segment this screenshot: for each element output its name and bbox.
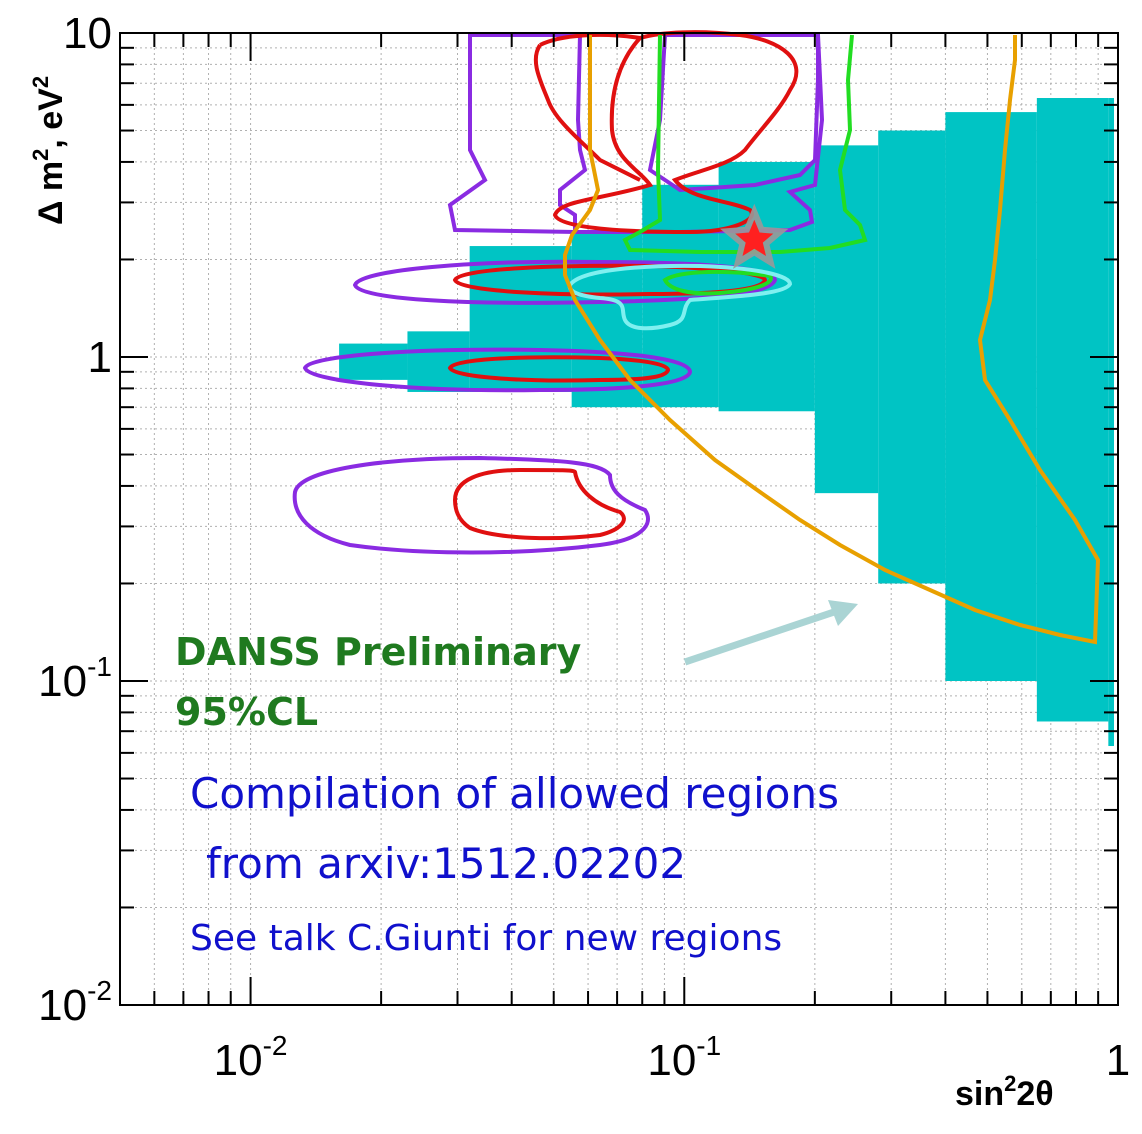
axis-titles: sin22θ Δ m2, eV2 [28, 76, 1054, 1113]
y-tick-label: 10-1 [38, 651, 112, 706]
excluded-column [814, 145, 879, 494]
confidence-label: 95%CL [175, 690, 318, 734]
red-contour-band-1 [447, 355, 671, 383]
arrow-head [828, 600, 858, 626]
purple-contour-top [447, 33, 588, 235]
excluded-column [945, 112, 1037, 681]
excluded-column [878, 130, 946, 584]
y-tick-label: 10 [63, 9, 112, 58]
arrow-line [683, 606, 842, 666]
orange-contour [563, 35, 1101, 645]
allowed-region-contours [292, 30, 1101, 645]
arxiv-label: from arxiv:1512.02202 [206, 839, 686, 888]
danss-label: DANSS Preliminary [175, 630, 581, 674]
x-tick-label: 10-1 [647, 1030, 721, 1085]
purple-contour-low [292, 455, 650, 555]
excluded-column [1108, 98, 1114, 747]
best-fit-star [720, 203, 789, 269]
purple-contour-band-2 [352, 259, 778, 305]
y-axis-ticks: 10-2 10-1 1 10 [38, 9, 112, 1030]
excluded-column [1036, 98, 1109, 722]
red-contour-top [539, 30, 799, 235]
x-tick-label: 1 [1106, 1036, 1130, 1085]
excluded-column [339, 343, 408, 380]
y-tick-label: 10-2 [38, 975, 112, 1030]
plot-frame [119, 32, 1119, 1006]
y-tick-label: 1 [88, 333, 112, 382]
green-contour [622, 34, 868, 254]
talk-note: See talk C.Giunti for new regions [190, 918, 782, 959]
y-axis-title: Δ m2, eV2 [28, 76, 70, 225]
cyan-contour [567, 263, 793, 331]
x-axis-ticks: 10-2 10-1 1 [214, 1030, 1131, 1085]
axes-frame [119, 32, 1119, 1006]
compilation-label: Compilation of allowed regions [190, 769, 839, 818]
red-contour-low [452, 467, 626, 541]
green-contour-lower [662, 269, 773, 296]
annotations: DANSS Preliminary 95%CL Compilation of a… [175, 600, 858, 959]
x-axis-title: sin22θ [955, 1071, 1054, 1113]
red-contour-top-left [533, 43, 641, 182]
purple-contour-band-1 [302, 347, 693, 393]
x-tick-label: 10-2 [214, 1030, 288, 1085]
best-fit-star-core [735, 219, 774, 256]
red-contour-band-2 [452, 263, 768, 297]
